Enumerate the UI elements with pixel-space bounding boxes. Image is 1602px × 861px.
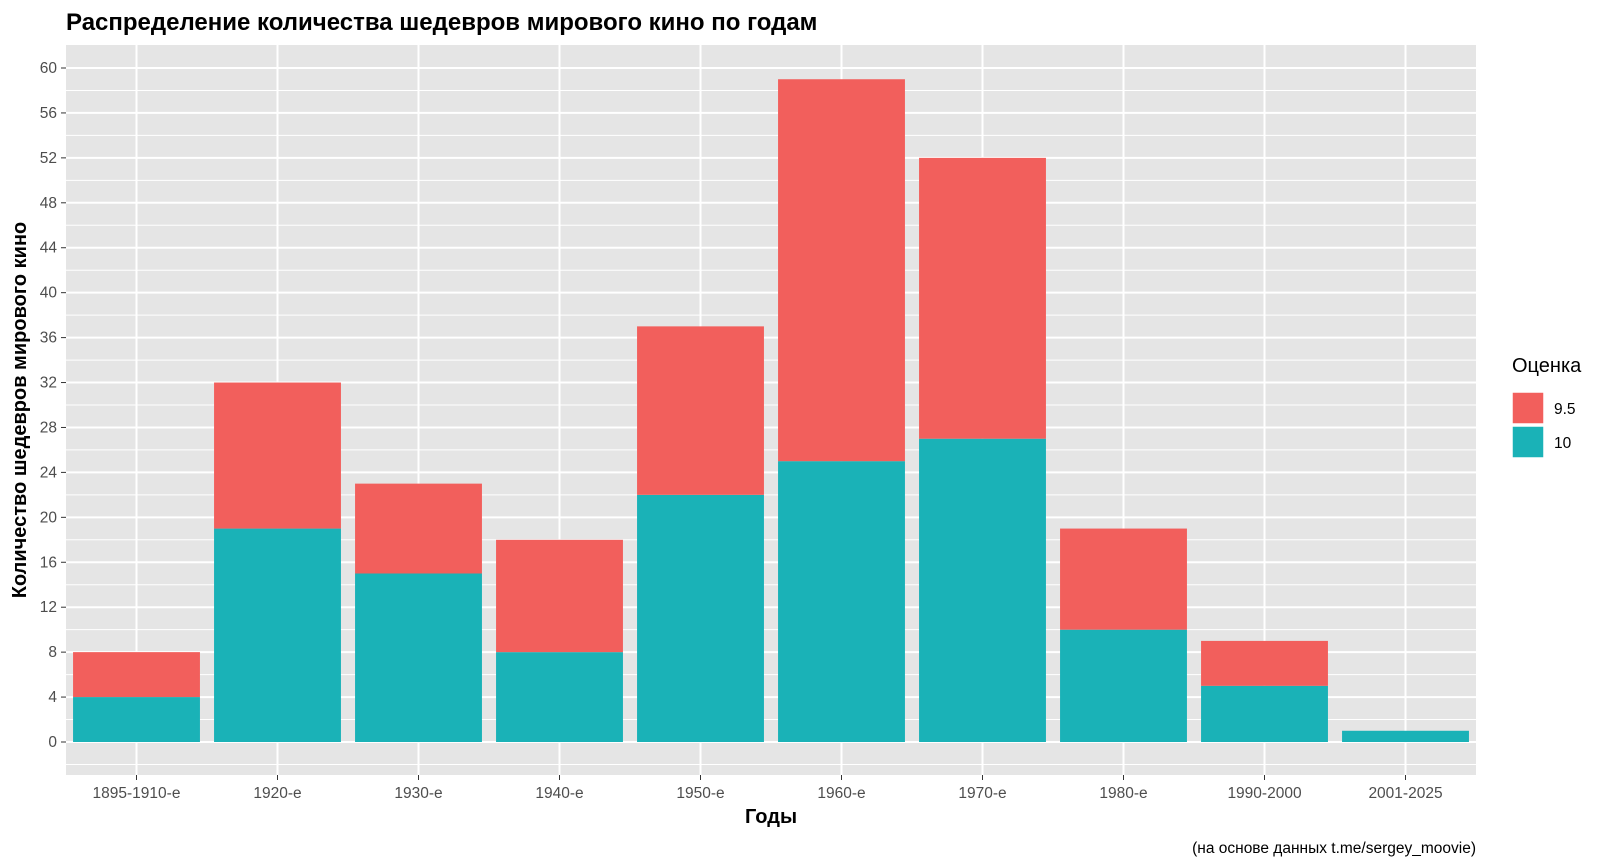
bar-segment-score-9-5 xyxy=(214,382,341,529)
bar-segment-score-9-5 xyxy=(73,652,200,698)
y-tick-label: 12 xyxy=(40,599,57,616)
y-axis-title: Количество шедевров мирового кино xyxy=(9,222,31,599)
x-tick-label: 1950-е xyxy=(676,785,724,802)
y-tick-label: 56 xyxy=(40,105,57,122)
x-axis-ticks: 1895-1910-е 1920-е 1930-е 1940-е 1950-е 1960-… xyxy=(93,775,1443,802)
bar-segment-score-10 xyxy=(637,494,764,742)
x-tick-label: 1930-е xyxy=(394,785,442,802)
bar-segment-score-10 xyxy=(496,652,623,742)
bar-segment-score-10 xyxy=(1201,685,1328,742)
bar-segment-score-9-5 xyxy=(778,79,905,462)
chart-title: Распределение количества шедевров мирово… xyxy=(66,9,817,36)
y-tick-label: 40 xyxy=(40,285,58,302)
bar-segment-score-9-5 xyxy=(496,539,623,653)
y-tick-label: 48 xyxy=(40,195,57,212)
x-tick-label: 1990-2000 xyxy=(1227,785,1302,802)
bars xyxy=(73,79,1469,742)
bar-segment-score-10 xyxy=(919,438,1046,742)
x-tick-label: 1895-1910-е xyxy=(93,785,181,802)
legend-title: Оценка xyxy=(1512,355,1582,377)
y-tick-label: 16 xyxy=(40,554,57,571)
caption: (на основе данных t.me/sergey_moovie) xyxy=(1192,840,1476,857)
y-tick-label: 52 xyxy=(40,150,57,167)
y-tick-label: 20 xyxy=(40,509,58,526)
x-tick-label: 2001-2025 xyxy=(1368,785,1442,802)
bar-segment-score-10 xyxy=(778,461,905,742)
y-tick-label: 28 xyxy=(40,419,57,436)
y-tick-label: 8 xyxy=(48,644,57,661)
bar-segment-score-9-5 xyxy=(637,326,764,495)
bar-segment-score-9-5 xyxy=(1201,640,1328,686)
y-tick-label: 44 xyxy=(40,240,58,257)
bar-segment-score-10 xyxy=(214,528,341,742)
y-tick-label: 36 xyxy=(40,330,57,347)
bar-segment-score-9-5 xyxy=(919,157,1046,439)
y-tick-label: 32 xyxy=(40,375,57,392)
x-tick-label: 1940-е xyxy=(535,785,583,802)
bar-segment-score-9-5 xyxy=(1060,528,1187,630)
legend-key xyxy=(1511,425,1545,459)
bar-segment-score-10 xyxy=(1342,730,1469,742)
x-tick-label: 1960-е xyxy=(817,785,865,802)
legend-label: 9.5 xyxy=(1554,401,1576,418)
legend-entries: 9.5 10 xyxy=(1511,391,1576,459)
x-tick-label: 1920-е xyxy=(253,785,301,802)
x-axis-title: Годы xyxy=(745,806,797,828)
bar-segment-score-9-5 xyxy=(355,483,482,574)
y-tick-label: 0 xyxy=(48,734,57,751)
y-tick-label: 24 xyxy=(40,464,58,481)
legend-key xyxy=(1511,391,1545,425)
bar-segment-score-10 xyxy=(355,573,482,742)
y-tick-label: 60 xyxy=(40,60,58,77)
x-tick-label: 1970-е xyxy=(958,785,1006,802)
bar-segment-score-10 xyxy=(73,697,200,742)
x-tick-label: 1980-е xyxy=(1099,785,1147,802)
y-tick-label: 4 xyxy=(48,689,57,706)
legend: Оценка 9.5 10 xyxy=(1511,355,1582,459)
bar-segment-score-10 xyxy=(1060,629,1187,742)
legend-label: 10 xyxy=(1554,435,1572,452)
